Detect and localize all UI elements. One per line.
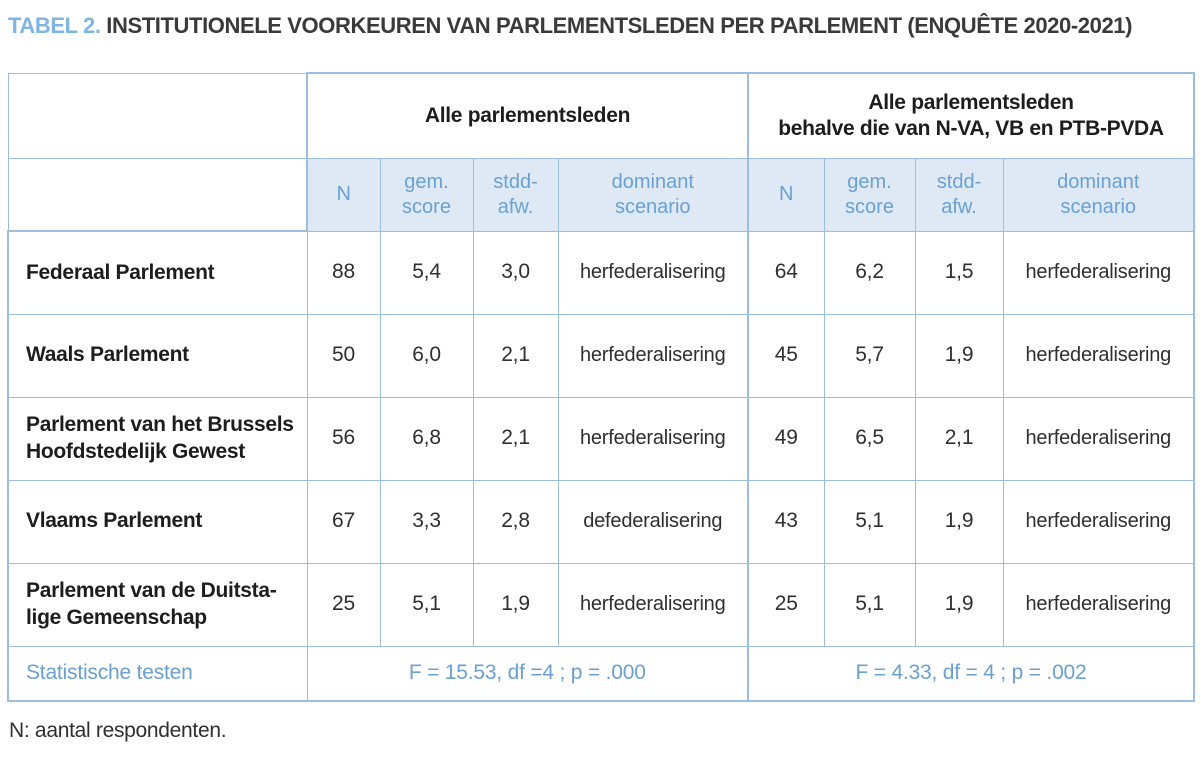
data-cell-dominant-scenario: defederalisering bbox=[557, 479, 749, 564]
table-row-waals-parlement: Waals Parlement 50 6,0 2,1 herfederalise… bbox=[7, 313, 1196, 398]
page: TABEL 2. INSTITUTIONELE VOORKEUREN VAN P… bbox=[7, 13, 1196, 742]
row-label: Waals Parlement bbox=[7, 313, 308, 398]
data-cell-dominant-scenario: herfederalisering bbox=[1002, 479, 1196, 564]
data-cell-stdd-afw: 2,1 bbox=[472, 396, 559, 481]
table-footnote: N: aantal respondenten. bbox=[9, 719, 227, 742]
data-cell-dominant-scenario: herfederalisering bbox=[557, 396, 749, 481]
data-cell-dominant-scenario: herfederalisering bbox=[1002, 396, 1196, 481]
preferences-table: Alle parlementsleden Alle parlementslede… bbox=[7, 72, 1196, 702]
data-cell-gem-score: 6,0 bbox=[379, 313, 474, 398]
data-cell-n: 50 bbox=[306, 313, 381, 398]
data-cell-gem-score: 3,3 bbox=[379, 479, 474, 564]
data-cell-n: 25 bbox=[306, 562, 381, 647]
data-cell-stdd-afw: 2,1 bbox=[914, 396, 1004, 481]
data-cell-dominant-scenario: herfederalisering bbox=[1002, 230, 1196, 315]
column-header-stdd-afw-g1: stdd- afw. bbox=[472, 157, 559, 232]
group-header-excluding-parties: Alle parlementsleden behalve die van N-V… bbox=[746, 72, 1196, 159]
table-number: TABEL 2. bbox=[8, 13, 101, 38]
statistics-row: Statistische testen F = 15.53, df =4 ; p… bbox=[7, 645, 1196, 702]
statistics-value-g1: F = 15.53, df =4 ; p = .000 bbox=[306, 645, 749, 702]
data-cell-stdd-afw: 1,9 bbox=[914, 479, 1004, 564]
table-row-duitstalige-gemeenschap: Parlement van de Duitsta- lige Gemeensch… bbox=[7, 562, 1196, 647]
table-row-federaal-parlement: Federaal Parlement 88 5,4 3,0 herfederal… bbox=[7, 230, 1196, 315]
column-header-dominant-scenario-g2: dominant scenario bbox=[1002, 157, 1196, 232]
blank-corner-cell bbox=[7, 72, 308, 159]
data-cell-n: 45 bbox=[747, 313, 825, 398]
table-title-text: INSTITUTIONELE VOORKEUREN VAN PARLEMENTS… bbox=[106, 13, 1133, 38]
data-cell-dominant-scenario: herfederalisering bbox=[557, 562, 749, 647]
data-cell-gem-score: 5,1 bbox=[823, 479, 916, 564]
data-cell-n: 67 bbox=[306, 479, 381, 564]
data-cell-gem-score: 5,1 bbox=[379, 562, 474, 647]
blank-corner-cell bbox=[7, 157, 308, 232]
data-cell-gem-score: 5,7 bbox=[823, 313, 916, 398]
data-cell-gem-score: 5,1 bbox=[823, 562, 916, 647]
data-cell-stdd-afw: 1,5 bbox=[914, 230, 1004, 315]
statistics-value-g2: F = 4.33, df = 4 ; p = .002 bbox=[746, 645, 1196, 702]
column-header-stdd-afw-g2: stdd- afw. bbox=[914, 157, 1004, 232]
statistics-row-label: Statistische testen bbox=[7, 645, 308, 702]
data-cell-dominant-scenario: herfederalisering bbox=[1002, 313, 1196, 398]
data-cell-stdd-afw: 1,9 bbox=[472, 562, 559, 647]
group-header-row: Alle parlementsleden Alle parlementslede… bbox=[7, 72, 1196, 159]
data-cell-n: 88 bbox=[306, 230, 381, 315]
column-header-gem-score-g2: gem. score bbox=[823, 157, 916, 232]
data-cell-gem-score: 5,4 bbox=[379, 230, 474, 315]
column-header-n-g2: N bbox=[747, 157, 825, 232]
table-row-vlaams-parlement: Vlaams Parlement 67 3,3 2,8 defederalise… bbox=[7, 479, 1196, 564]
data-cell-stdd-afw: 1,9 bbox=[914, 562, 1004, 647]
data-cell-stdd-afw: 2,1 bbox=[472, 313, 559, 398]
data-cell-gem-score: 6,8 bbox=[379, 396, 474, 481]
data-cell-stdd-afw: 2,8 bbox=[472, 479, 559, 564]
data-cell-n: 25 bbox=[747, 562, 825, 647]
row-label: Parlement van het Brussels Hoofdstedelij… bbox=[7, 396, 308, 481]
table-caption: TABEL 2. INSTITUTIONELE VOORKEUREN VAN P… bbox=[8, 13, 1193, 39]
data-cell-n: 56 bbox=[306, 396, 381, 481]
data-cell-n: 43 bbox=[747, 479, 825, 564]
group-header-all-members: Alle parlementsleden bbox=[306, 72, 749, 159]
data-cell-dominant-scenario: herfederalisering bbox=[557, 313, 749, 398]
data-cell-stdd-afw: 3,0 bbox=[472, 230, 559, 315]
data-cell-gem-score: 6,2 bbox=[823, 230, 916, 315]
column-header-dominant-scenario-g1: dominant scenario bbox=[557, 157, 749, 232]
row-label: Federaal Parlement bbox=[7, 230, 308, 315]
data-cell-n: 64 bbox=[747, 230, 825, 315]
data-cell-dominant-scenario: herfederalisering bbox=[557, 230, 749, 315]
data-cell-dominant-scenario: herfederalisering bbox=[1002, 562, 1196, 647]
data-cell-stdd-afw: 1,9 bbox=[914, 313, 1004, 398]
data-cell-gem-score: 6,5 bbox=[823, 396, 916, 481]
column-header-n-g1: N bbox=[306, 157, 381, 232]
table-row-brussels-parlement: Parlement van het Brussels Hoofdstedelij… bbox=[7, 396, 1196, 481]
column-header-row: N gem. score stdd- afw. dominant scenari… bbox=[7, 157, 1196, 232]
column-header-gem-score-g1: gem. score bbox=[379, 157, 474, 232]
data-cell-n: 49 bbox=[747, 396, 825, 481]
row-label: Vlaams Parlement bbox=[7, 479, 308, 564]
row-label: Parlement van de Duitsta- lige Gemeensch… bbox=[7, 562, 308, 647]
